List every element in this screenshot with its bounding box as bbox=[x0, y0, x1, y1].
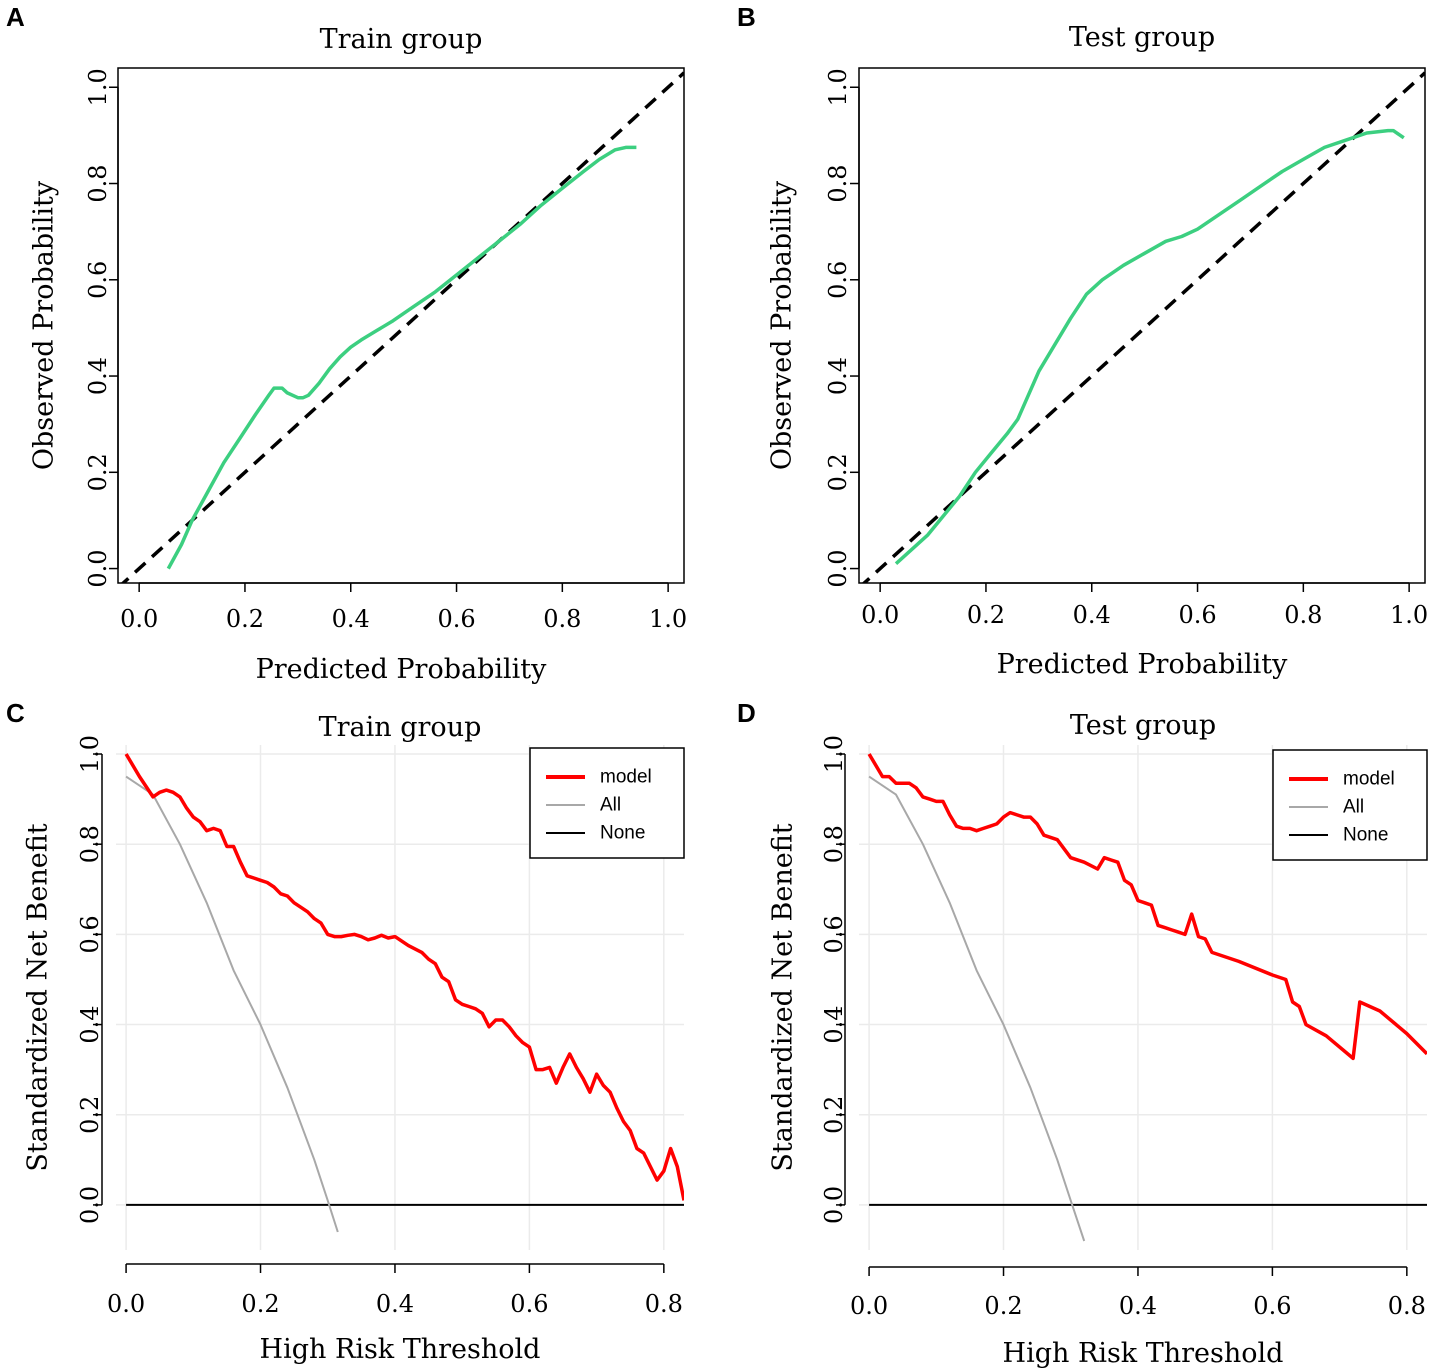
legend-label-all: All bbox=[600, 795, 621, 816]
legend-label-model: model bbox=[1343, 769, 1395, 790]
legend-label-all: All bbox=[1343, 797, 1364, 818]
y-tick-label: 0.0 bbox=[84, 549, 112, 587]
y-axis-label: Standardized Net Benefit bbox=[768, 823, 799, 1171]
chart-title: Train group bbox=[320, 24, 483, 55]
panel-letter-b: B bbox=[737, 2, 756, 32]
x-axis-label: High Risk Threshold bbox=[1003, 1338, 1284, 1369]
legend-box bbox=[1272, 749, 1428, 861]
chart-title: Test group bbox=[1069, 22, 1215, 53]
panel-letter-a: A bbox=[6, 2, 25, 32]
x-tick-label: 0.4 bbox=[376, 1290, 414, 1318]
ideal-diagonal-line bbox=[120, 71, 684, 583]
x-tick-label: 0.6 bbox=[1253, 1292, 1291, 1320]
x-tick-label: 0.8 bbox=[1284, 601, 1322, 629]
x-tick-label: 0.4 bbox=[1119, 1292, 1157, 1320]
x-tick-label: 0.2 bbox=[241, 1290, 279, 1318]
panel-c: C Train group 0.0 0.2 0.4 0.6 0.8 1.0 0.0 0.2 0.4… bbox=[6, 698, 685, 1365]
y-tick-label: 1.0 bbox=[820, 735, 848, 773]
x-tick-label: 0.2 bbox=[984, 1292, 1022, 1320]
x-axis-label: Predicted Probability bbox=[256, 654, 548, 685]
x-tick-label: 0.8 bbox=[543, 605, 581, 633]
chart-title: Test group bbox=[1070, 710, 1216, 741]
panel-d: D Test group 0.0 0.2 0.4 0.6 0.8 1.0 0.0 0.2 0.4 0… bbox=[737, 698, 1428, 1369]
all-line bbox=[125, 775, 339, 1233]
y-tick-label: 1.0 bbox=[76, 735, 104, 773]
x-axis-label: High Risk Threshold bbox=[260, 1334, 541, 1365]
ideal-diagonal-line bbox=[861, 71, 1425, 583]
panel-letter-d: D bbox=[737, 698, 756, 728]
calibration-curve bbox=[894, 128, 1405, 565]
legend-label-model: model bbox=[600, 767, 652, 788]
model-line bbox=[124, 753, 684, 1201]
x-tick-label: 0.0 bbox=[107, 1290, 145, 1318]
y-axis-label: Standardized Net Benefit bbox=[23, 823, 54, 1171]
panel-b: B Test group 0.0 0.2 0.4 0.6 0.8 1.0 0.0 0.2 0.4 0… bbox=[737, 2, 1428, 680]
plot-frame bbox=[858, 67, 1426, 584]
x-tick-label: 0.8 bbox=[1388, 1292, 1426, 1320]
y-tick-label: 0.2 bbox=[824, 453, 852, 491]
x-tick-label: 1.0 bbox=[649, 605, 687, 633]
panel-letter-c: C bbox=[6, 698, 25, 728]
model-line bbox=[867, 753, 1427, 1061]
y-tick-label: 0.2 bbox=[84, 453, 112, 491]
x-tick-label: 0.6 bbox=[1178, 601, 1216, 629]
x-tick-label: 0.4 bbox=[1073, 601, 1111, 629]
y-tick-label: 0.4 bbox=[84, 357, 112, 395]
x-tick-label: 0.6 bbox=[437, 605, 475, 633]
y-tick-label: 0.4 bbox=[76, 1005, 104, 1043]
legend-label-none: None bbox=[1343, 825, 1388, 846]
y-tick-label: 0.6 bbox=[76, 915, 104, 953]
x-tick-label: 0.2 bbox=[226, 605, 264, 633]
legend-label-none: None bbox=[600, 823, 645, 844]
y-axis-label: Observed Probability bbox=[767, 180, 798, 470]
y-tick-label: 0.8 bbox=[824, 164, 852, 202]
y-tick-label: 0.0 bbox=[76, 1186, 104, 1224]
y-axis-label: Observed Probability bbox=[29, 180, 60, 470]
x-axis-label: Predicted Probability bbox=[997, 649, 1289, 680]
x-tick-label: 0.6 bbox=[510, 1290, 548, 1318]
y-tick-label: 0.8 bbox=[84, 164, 112, 202]
y-tick-label: 0.0 bbox=[824, 549, 852, 587]
calibration-curve bbox=[166, 145, 637, 570]
x-tick-label: 0.8 bbox=[645, 1290, 683, 1318]
y-tick-label: 0.2 bbox=[820, 1096, 848, 1134]
panel-a: A Train group 0.0 0.2 0.4 0.6 0.8 1.0 0.0 0.2 0.4… bbox=[6, 2, 687, 685]
x-tick-label: 0.0 bbox=[850, 1292, 888, 1320]
legend-box bbox=[529, 747, 685, 859]
y-tick-label: 1.0 bbox=[84, 68, 112, 106]
y-tick-label: 1.0 bbox=[824, 68, 852, 106]
chart-title: Train group bbox=[319, 712, 482, 743]
y-tick-label: 0.0 bbox=[820, 1186, 848, 1224]
x-tick-label: 0.4 bbox=[332, 605, 370, 633]
y-tick-label: 0.4 bbox=[824, 357, 852, 395]
y-tick-label: 0.4 bbox=[820, 1005, 848, 1043]
x-tick-label: 1.0 bbox=[1390, 601, 1428, 629]
all-line bbox=[868, 775, 1086, 1242]
y-tick-label: 0.6 bbox=[84, 261, 112, 299]
y-tick-label: 0.2 bbox=[76, 1096, 104, 1134]
x-tick-label: 0.0 bbox=[861, 601, 899, 629]
y-tick-label: 0.8 bbox=[76, 825, 104, 863]
y-tick-label: 0.8 bbox=[820, 825, 848, 863]
y-tick-label: 0.6 bbox=[820, 915, 848, 953]
x-tick-label: 0.2 bbox=[967, 601, 1005, 629]
plot-frame bbox=[117, 67, 685, 584]
x-tick-label: 0.0 bbox=[120, 605, 158, 633]
y-tick-label: 0.6 bbox=[824, 261, 852, 299]
